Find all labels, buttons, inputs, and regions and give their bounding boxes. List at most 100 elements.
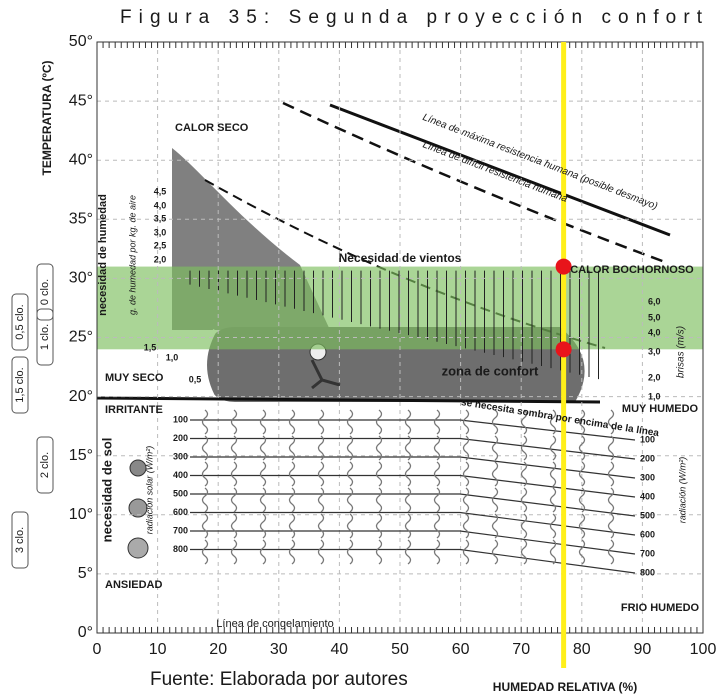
squiggle xyxy=(259,435,267,461)
squiggle xyxy=(607,539,615,565)
squiggle xyxy=(404,513,412,539)
y-tick-label: 20° xyxy=(69,388,93,405)
radiation-line xyxy=(190,493,636,517)
squiggle xyxy=(230,461,238,487)
annotation: CALOR SECO xyxy=(175,122,249,134)
x-tick-label: 60 xyxy=(452,641,470,658)
squiggle xyxy=(433,409,441,435)
x-tick-label: 90 xyxy=(634,641,652,658)
squiggle xyxy=(317,513,325,539)
x-tick-label: 30 xyxy=(270,641,288,658)
squiggle xyxy=(201,435,209,461)
squiggle xyxy=(317,539,325,565)
annotation: Línea de congelamiento xyxy=(216,618,333,630)
squiggle xyxy=(230,487,238,513)
squiggle xyxy=(491,513,499,539)
x-tick-label: 20 xyxy=(209,641,227,658)
squiggle xyxy=(404,461,412,487)
radiation-left-label: 700 xyxy=(173,525,188,535)
radiation-left-label: 500 xyxy=(173,488,188,498)
squiggle xyxy=(433,513,441,539)
annotation: zona de confort xyxy=(442,363,539,378)
squiggle xyxy=(288,461,296,487)
squiggle xyxy=(317,487,325,513)
y-tick-label: 25° xyxy=(69,329,93,346)
humidity-label: 2,0 xyxy=(154,254,167,264)
y-tick-label: 30° xyxy=(69,270,93,287)
squiggle xyxy=(578,409,586,435)
radiation-right-label: 400 xyxy=(640,491,655,501)
figure-caption: Figura 35: Segunda proyección confort xyxy=(120,7,703,28)
squiggle xyxy=(520,487,528,513)
y-axis-label: TEMPERATURA (ºC) xyxy=(40,60,54,175)
clothing-bracket xyxy=(11,356,29,414)
squiggle xyxy=(607,435,615,461)
squiggle xyxy=(288,513,296,539)
plot-frame xyxy=(96,41,704,634)
radiation-line xyxy=(190,437,636,460)
squiggle xyxy=(433,435,441,461)
squiggle xyxy=(578,513,586,539)
x-tick-label: 10 xyxy=(149,641,167,658)
y-tick-label: 35° xyxy=(69,211,93,228)
squiggle xyxy=(462,487,470,513)
squiggle xyxy=(375,539,383,565)
squiggle xyxy=(375,435,383,461)
squiggle xyxy=(346,461,354,487)
radiation-right-label: 500 xyxy=(640,510,655,520)
squiggle xyxy=(462,513,470,539)
annotation: ANSIEDAD xyxy=(105,579,163,591)
y-tick-label: 50° xyxy=(69,33,93,50)
squiggle xyxy=(288,435,296,461)
humidity-label: 4,5 xyxy=(154,186,167,196)
squiggle xyxy=(317,461,325,487)
breeze-label: 5,0 xyxy=(648,312,661,322)
squiggle xyxy=(549,409,557,435)
annotation: FRIO HUMEDO xyxy=(621,602,700,614)
clothing-bracket xyxy=(36,436,54,494)
squiggle xyxy=(288,487,296,513)
humidity-label: 2,5 xyxy=(154,240,167,250)
clothing-label: 0,5 clo. xyxy=(14,304,26,339)
squiggle xyxy=(201,539,209,565)
squiggle xyxy=(375,461,383,487)
squiggle xyxy=(230,409,238,435)
annotation: g. de humedad por kg. de aire xyxy=(127,195,137,315)
radiation-right-label: 700 xyxy=(640,548,655,558)
clothing-label: 0 clo. xyxy=(39,279,51,305)
breeze-label: 3,0 xyxy=(648,346,661,356)
x-tick-label: 40 xyxy=(331,641,349,658)
breeze-label: 4,0 xyxy=(648,327,661,337)
x-tick-label: 0 xyxy=(93,641,102,658)
squiggle xyxy=(491,409,499,435)
squiggle xyxy=(462,539,470,565)
radiation-left-label: 400 xyxy=(173,470,188,480)
radiation-left-label: 200 xyxy=(173,433,188,443)
source-caption: Fuente: Elaborada por autores xyxy=(150,669,408,690)
squiggle xyxy=(607,513,615,539)
squiggle xyxy=(520,461,528,487)
squiggle xyxy=(607,461,615,487)
y-tick-label: 45° xyxy=(69,92,93,109)
radiation-left-label: 300 xyxy=(173,451,188,461)
clothing-bracket xyxy=(11,293,29,351)
humidity-label: 4,0 xyxy=(154,200,167,210)
y-tick-label: 40° xyxy=(69,151,93,168)
y-tick-label: 0° xyxy=(78,624,93,641)
x-tick-label: 80 xyxy=(573,641,591,658)
squiggle xyxy=(259,409,267,435)
humidity-label: 0,5 xyxy=(189,374,202,384)
squiggle xyxy=(259,539,267,565)
squiggle xyxy=(201,513,209,539)
squiggle xyxy=(433,461,441,487)
squiggle xyxy=(491,539,499,565)
annotation: brisas (m/s) xyxy=(676,326,687,378)
squiggle xyxy=(578,487,586,513)
radiation-line xyxy=(190,548,636,574)
squiggle xyxy=(404,409,412,435)
breeze-label: 2,0 xyxy=(648,372,661,382)
squiggle xyxy=(520,539,528,565)
squiggle xyxy=(259,487,267,513)
radiation-line xyxy=(190,456,636,479)
breeze-label: 6,0 xyxy=(648,296,661,306)
